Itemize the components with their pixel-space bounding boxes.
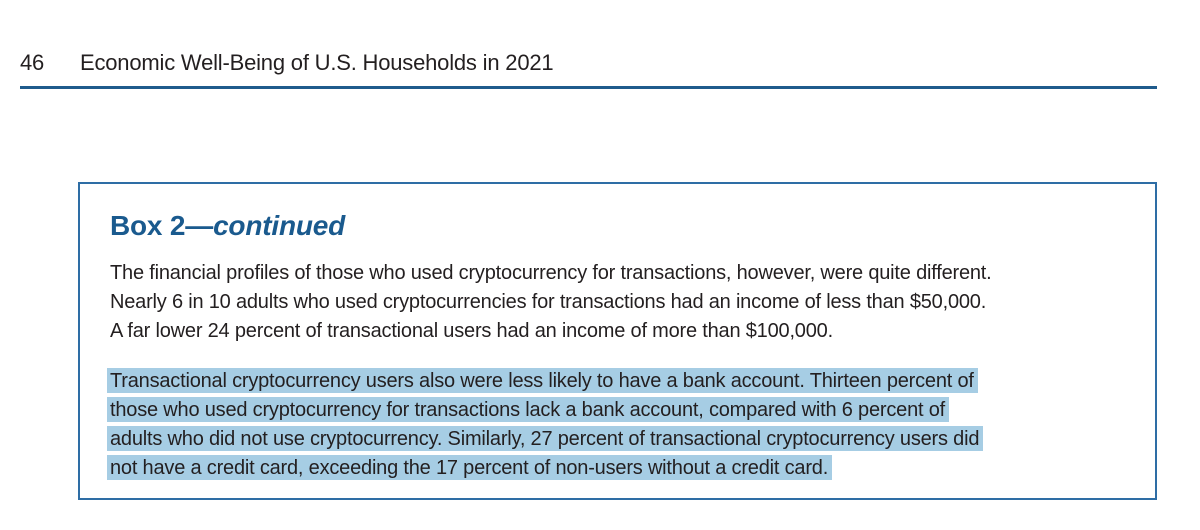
box-title-main: Box 2 xyxy=(110,210,186,241)
text-line: Nearly 6 in 10 adults who used cryptocur… xyxy=(110,291,987,313)
header-rule xyxy=(20,86,1157,89)
header-title: Economic Well-Being of U.S. Households i… xyxy=(80,50,554,75)
highlighted-text-line: Transactional cryptocurrency users also … xyxy=(107,367,1125,396)
box-2-continued-panel: Box 2—continued The financial profiles o… xyxy=(78,182,1157,500)
text-line: The financial profiles of those who used… xyxy=(110,262,992,284)
highlight-span: adults who did not use cryptocurrency. S… xyxy=(107,426,984,451)
page-number: 46 xyxy=(20,50,45,75)
highlighted-text-line: those who used cryptocurrency for transa… xyxy=(107,396,1125,425)
paragraph-bank-account-highlighted: Transactional cryptocurrency users also … xyxy=(107,367,1125,483)
highlight-span: those who used cryptocurrency for transa… xyxy=(107,397,949,422)
running-header: 46 Economic Well-Being of U.S. Household… xyxy=(20,50,554,76)
text-line: A far lower 24 percent of transactional … xyxy=(110,320,833,342)
highlighted-text-line: not have a credit card, exceeding the 17… xyxy=(107,454,1125,483)
box-title: Box 2—continued xyxy=(110,208,1125,244)
highlight-span: Transactional cryptocurrency users also … xyxy=(107,368,978,393)
highlighted-text-line: adults who did not use cryptocurrency. S… xyxy=(107,425,1125,454)
box-title-dash: — xyxy=(185,210,214,241)
box-title-continued: continued xyxy=(213,210,346,241)
paragraph-financial-profiles: The financial profiles of those who used… xyxy=(110,259,1125,346)
highlight-span: not have a credit card, exceeding the 17… xyxy=(107,455,833,480)
